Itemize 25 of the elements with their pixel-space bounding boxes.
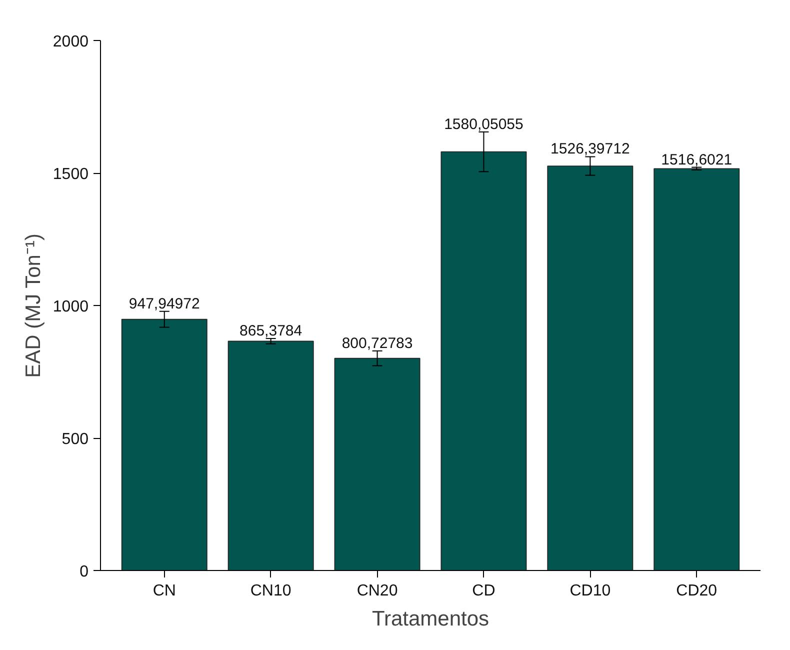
x-tick-label: CN xyxy=(152,582,176,600)
bar xyxy=(121,318,208,570)
y-tick-label: 2000 xyxy=(52,34,89,50)
y-tick-label: 0 xyxy=(80,564,89,580)
y-tick-label: 1500 xyxy=(52,166,89,183)
y-axis-title: EAD (MJ Ton⁻¹) xyxy=(22,234,45,378)
x-tick-label: CN20 xyxy=(356,582,398,600)
bar xyxy=(334,358,420,570)
data-label: 800,72783 xyxy=(342,334,413,352)
x-axis-title: Tratamentos xyxy=(372,608,490,630)
y-tick-label: 500 xyxy=(62,431,89,448)
data-label: 1516,6021 xyxy=(661,151,732,168)
data-label: 1526,39712 xyxy=(550,140,630,158)
x-tick-label: CN10 xyxy=(250,582,292,600)
bar xyxy=(228,340,314,570)
data-label: 947,94972 xyxy=(128,295,200,312)
bar xyxy=(654,168,740,570)
y-tick-label: 1000 xyxy=(52,298,89,316)
bar xyxy=(547,166,634,570)
x-tick-label: CD10 xyxy=(570,582,611,600)
data-label: 1580,05055 xyxy=(444,116,524,133)
x-tick-label: CD xyxy=(472,582,496,600)
bar xyxy=(440,151,527,570)
x-tick-label: CD20 xyxy=(676,582,718,600)
data-label: 865,3784 xyxy=(240,322,302,340)
